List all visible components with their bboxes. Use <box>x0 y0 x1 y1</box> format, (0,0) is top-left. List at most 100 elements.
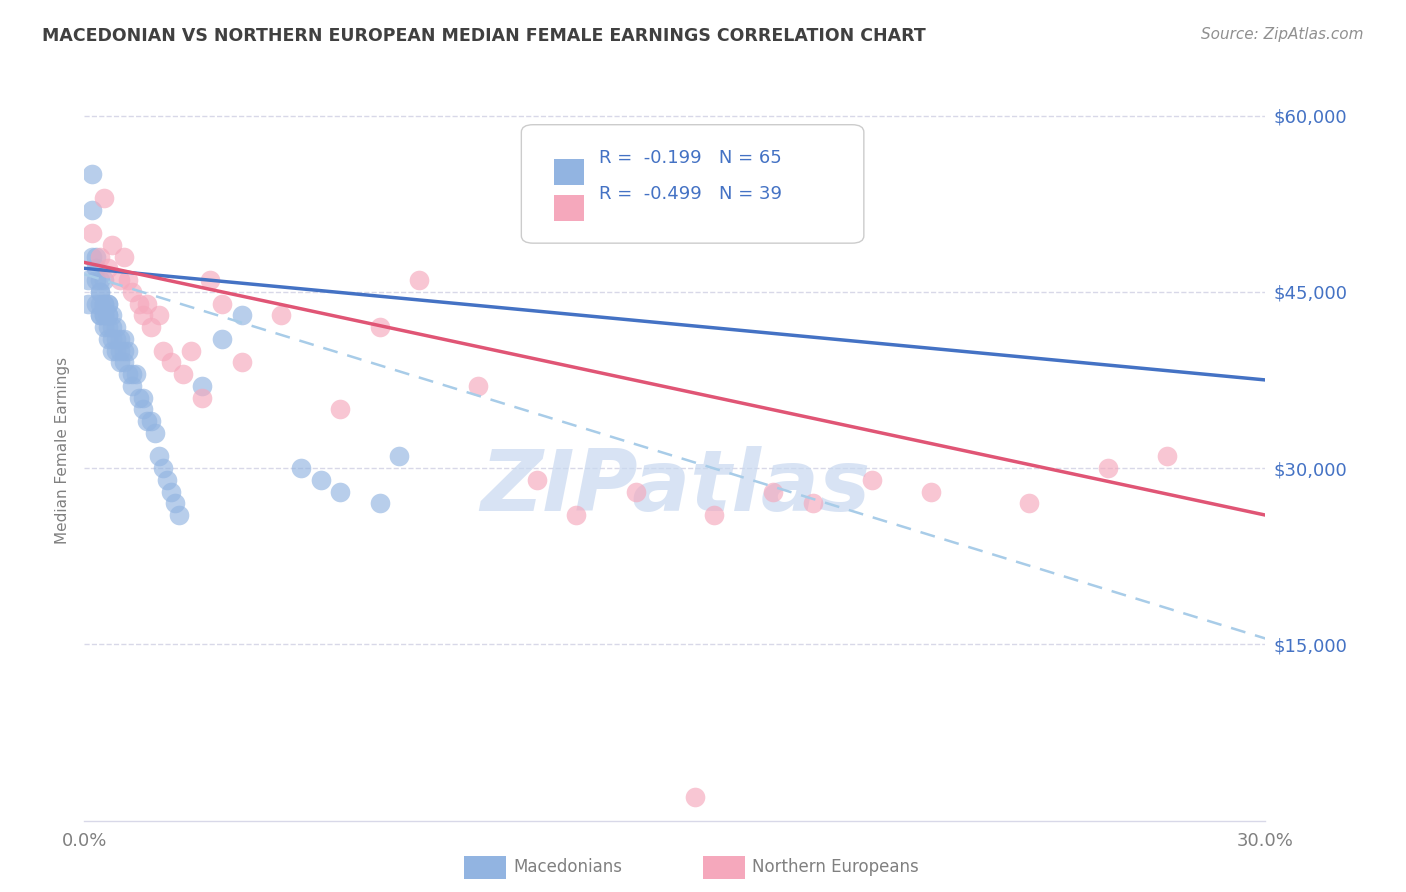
Point <box>82 202 104 217</box>
Point <box>93 320 115 334</box>
Point <box>132 391 155 405</box>
Point <box>143 425 166 440</box>
Point <box>121 367 143 381</box>
Point <box>77 273 100 287</box>
Point <box>290 461 312 475</box>
Point <box>801 496 824 510</box>
Point <box>132 308 155 322</box>
Point <box>112 343 135 358</box>
Point <box>683 790 706 805</box>
Point <box>467 379 489 393</box>
Point <box>148 450 170 464</box>
Point <box>211 332 233 346</box>
Point <box>104 343 127 358</box>
Point <box>231 308 253 322</box>
Point <box>89 285 111 299</box>
Point <box>104 332 127 346</box>
Point <box>156 473 179 487</box>
Point <box>82 250 104 264</box>
Y-axis label: Median Female Earnings: Median Female Earnings <box>55 357 70 544</box>
Point <box>624 484 647 499</box>
Point <box>93 296 115 310</box>
Point <box>191 379 214 393</box>
Point <box>84 296 107 310</box>
Point <box>112 355 135 369</box>
Point <box>128 296 150 310</box>
Point <box>77 296 100 310</box>
Point <box>1156 450 1178 464</box>
Point <box>108 273 131 287</box>
Point <box>211 296 233 310</box>
Point <box>97 296 120 310</box>
Point <box>141 414 163 428</box>
Point <box>97 261 120 276</box>
Point <box>93 308 115 322</box>
Point <box>920 484 942 499</box>
Point <box>136 414 159 428</box>
Point <box>860 473 883 487</box>
Point <box>163 496 186 510</box>
Point <box>97 308 120 322</box>
Text: ZIPatlas: ZIPatlas <box>479 446 870 529</box>
Point <box>84 273 107 287</box>
Point <box>1097 461 1119 475</box>
Point <box>117 343 139 358</box>
Point <box>97 296 120 310</box>
Point <box>89 308 111 322</box>
Point <box>82 167 104 181</box>
Point <box>167 508 190 522</box>
Point <box>160 484 183 499</box>
Point <box>329 484 352 499</box>
Point <box>93 296 115 310</box>
Point <box>93 308 115 322</box>
Point <box>108 355 131 369</box>
Point <box>117 367 139 381</box>
Point <box>112 332 135 346</box>
Text: Macedonians: Macedonians <box>513 858 623 877</box>
Point <box>117 273 139 287</box>
Point <box>231 355 253 369</box>
Point <box>152 461 174 475</box>
Point <box>93 191 115 205</box>
Point <box>121 285 143 299</box>
Point <box>108 332 131 346</box>
Point <box>93 273 115 287</box>
Point <box>101 308 124 322</box>
Point <box>132 402 155 417</box>
Point <box>84 261 107 276</box>
Point <box>82 226 104 240</box>
Point <box>368 320 391 334</box>
Point <box>200 273 222 287</box>
Point <box>104 320 127 334</box>
Point <box>101 332 124 346</box>
Point <box>97 308 120 322</box>
Point <box>172 367 194 381</box>
Text: Northern Europeans: Northern Europeans <box>752 858 920 877</box>
Text: Source: ZipAtlas.com: Source: ZipAtlas.com <box>1201 27 1364 42</box>
Point <box>565 508 588 522</box>
Point <box>141 320 163 334</box>
Point <box>388 450 411 464</box>
Point <box>148 308 170 322</box>
Point <box>97 332 120 346</box>
FancyBboxPatch shape <box>554 160 583 186</box>
Point <box>152 343 174 358</box>
Point <box>160 355 183 369</box>
Point <box>1018 496 1040 510</box>
Point <box>89 273 111 287</box>
Point <box>97 320 120 334</box>
Point <box>89 285 111 299</box>
Point <box>84 250 107 264</box>
Point <box>101 343 124 358</box>
Point <box>309 473 332 487</box>
Point <box>121 379 143 393</box>
Point <box>703 508 725 522</box>
Point <box>124 367 146 381</box>
Point <box>128 391 150 405</box>
Point <box>101 320 124 334</box>
Text: MACEDONIAN VS NORTHERN EUROPEAN MEDIAN FEMALE EARNINGS CORRELATION CHART: MACEDONIAN VS NORTHERN EUROPEAN MEDIAN F… <box>42 27 927 45</box>
Point <box>112 250 135 264</box>
Point <box>329 402 352 417</box>
Point <box>408 273 430 287</box>
FancyBboxPatch shape <box>522 125 863 244</box>
